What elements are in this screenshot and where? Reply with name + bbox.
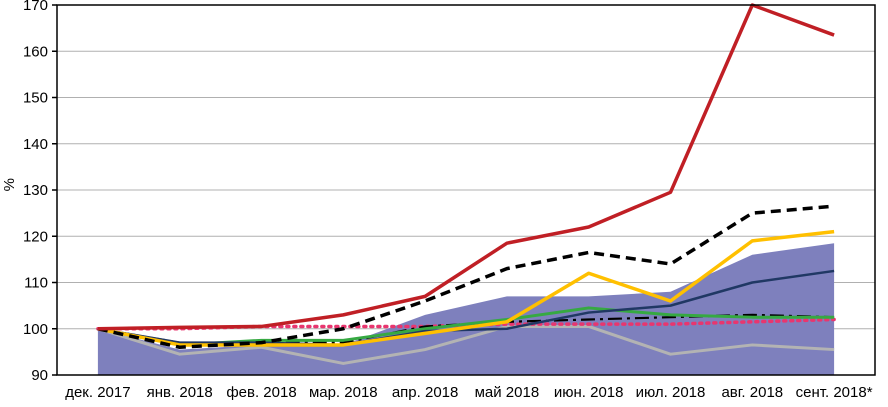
y-tick-label: 160 — [23, 43, 48, 60]
series-gray-line — [97, 324, 835, 365]
y-tick-label: 130 — [23, 182, 48, 199]
series-purple-area — [97, 243, 835, 375]
x-tick-label: дек. 2017 — [65, 384, 130, 401]
y-tick-label: 100 — [23, 321, 48, 338]
y-tick-label: 120 — [23, 228, 48, 245]
plot-border — [56, 4, 876, 376]
x-tick-label: авг. 2018 — [721, 384, 783, 401]
series-yellow-line — [97, 229, 835, 347]
y-tick-label: 170 — [23, 0, 48, 14]
x-tick-label: сент. 2018* — [796, 384, 873, 401]
y-tick-label: 140 — [23, 136, 48, 153]
series-red-line — [97, 3, 835, 331]
x-tick-label: июн. 2018 — [554, 384, 624, 401]
x-tick-label: фев. 2018 — [226, 384, 296, 401]
x-tick-label: июл. 2018 — [636, 384, 706, 401]
x-tick-label: янв. 2018 — [147, 384, 213, 401]
series-navy-line — [97, 269, 835, 347]
y-axis-title: % — [1, 178, 18, 192]
x-tick-label: май 2018 — [475, 384, 540, 401]
x-tick-label: апр. 2018 — [392, 384, 459, 401]
y-tick-label: 90 — [31, 367, 48, 384]
y-tick-label: 110 — [24, 275, 48, 292]
y-tick-label: 150 — [23, 90, 48, 107]
x-tick-label: мар. 2018 — [309, 384, 378, 401]
